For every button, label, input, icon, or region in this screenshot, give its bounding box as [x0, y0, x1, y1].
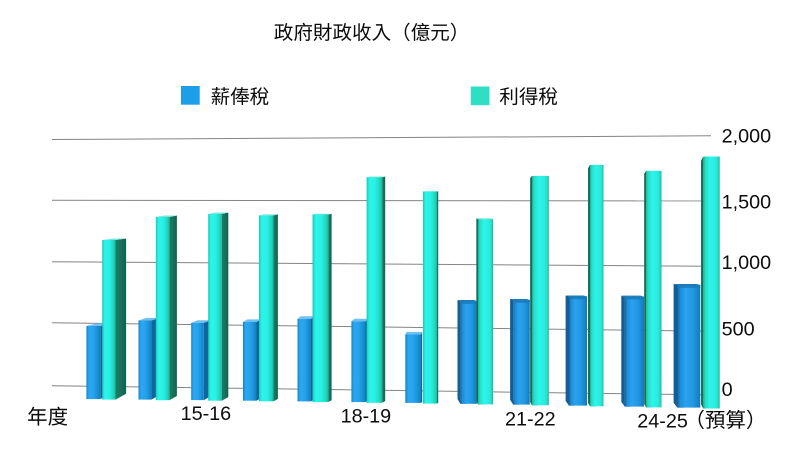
svg-text:15-16: 15-16: [181, 403, 232, 425]
svg-text:18-19: 18-19: [341, 406, 392, 428]
svg-text:500: 500: [722, 319, 755, 341]
svg-text:1,500: 1,500: [722, 191, 772, 213]
svg-text:21-22: 21-22: [505, 408, 556, 430]
svg-text:1,000: 1,000: [722, 252, 772, 274]
svg-text:24-25: 24-25: [637, 410, 688, 432]
svg-text:0: 0: [722, 379, 733, 401]
svg-text:2,000: 2,000: [722, 125, 772, 147]
